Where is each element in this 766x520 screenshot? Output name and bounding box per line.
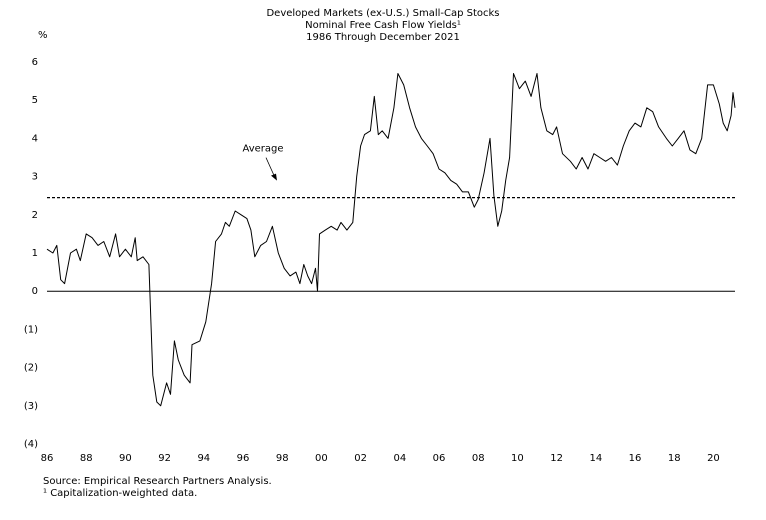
y-axis-label: % [38,30,48,41]
x-tick-label: 86 [41,453,54,464]
x-tick-label: 04 [393,453,406,464]
chart-title: Developed Markets (ex-U.S.) Small-Cap St… [266,8,499,19]
y-tick-label: (3) [24,401,38,412]
chart-subtitle: 1986 Through December 2021 [306,32,460,43]
arrow-head [271,173,277,181]
x-tick-label: 90 [119,453,132,464]
x-tick-label: 14 [589,453,602,464]
x-tick-label: 02 [354,453,367,464]
x-tick-label: 92 [158,453,171,464]
annotation-arrow [265,157,276,178]
x-tick-label: 00 [315,453,328,464]
y-tick-label: 1 [32,248,38,259]
x-tick-label: 98 [276,453,289,464]
x-tick-label: 10 [511,453,524,464]
footnote: ¹ Capitalization-weighted data. [43,488,197,499]
y-tick-label: 5 [32,95,38,106]
x-tick-label: 96 [237,453,250,464]
chart-subtitle: Nominal Free Cash Flow Yields¹ [305,20,461,31]
x-tick-label: 16 [629,453,642,464]
y-tick-label: 4 [32,133,38,144]
y-tick-label: 3 [32,172,38,183]
y-tick-label: 6 [32,57,38,68]
x-tick-label: 20 [707,453,720,464]
source: Source: Empirical Research Partners Anal… [43,476,272,487]
y-tick-label: 0 [32,286,38,297]
x-tick-label: 08 [472,453,485,464]
data-line [46,73,736,407]
y-tick-label: 2 [32,210,38,221]
x-tick-label: 88 [80,453,93,464]
x-tick-label: 12 [550,453,563,464]
y-tick-label: (4) [24,439,38,450]
y-tick-label: (2) [24,363,38,374]
y-tick-label: (1) [24,324,38,335]
annotation: Average [242,144,283,155]
x-tick-label: 06 [433,453,446,464]
x-tick-label: 94 [197,453,210,464]
x-tick-label: 18 [668,453,681,464]
